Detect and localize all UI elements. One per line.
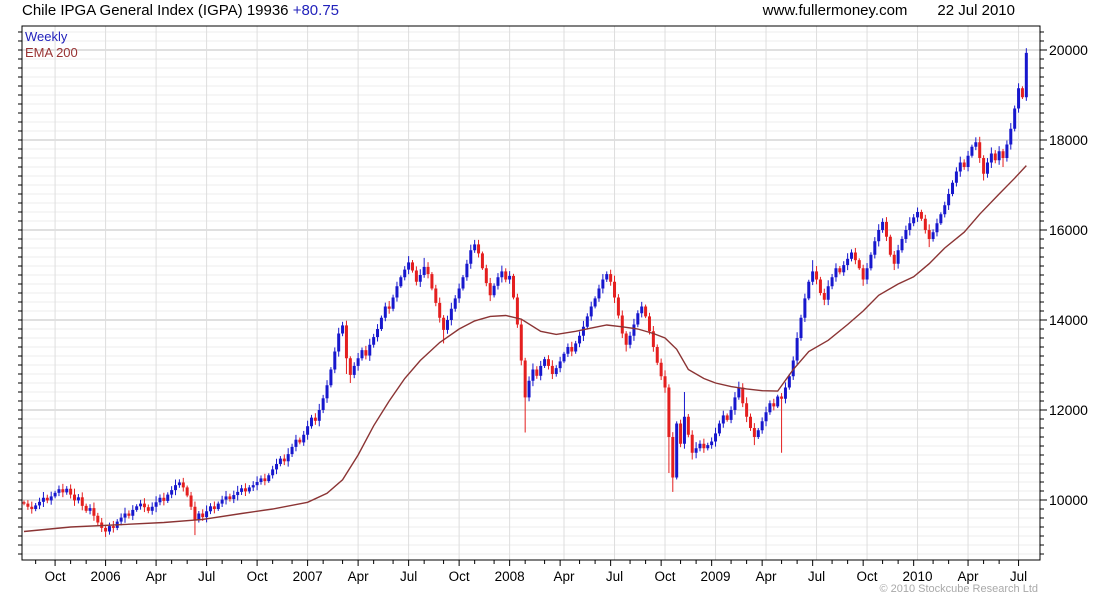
- site-url: www.fullermoney.com: [762, 2, 908, 19]
- legend-weekly: Weekly: [25, 29, 68, 44]
- legend-ema-200: EMA 200: [25, 45, 78, 60]
- y-axis-label: 12000: [1049, 402, 1088, 418]
- chart-date: 22 Jul 2010: [937, 2, 1015, 19]
- x-axis-label: 2009: [701, 569, 731, 584]
- x-axis-label: Jul: [606, 569, 623, 584]
- ema-line: [23, 165, 1027, 533]
- x-axis-label: Apr: [756, 569, 778, 584]
- x-axis-label: Oct: [45, 569, 66, 584]
- x-axis-label: 2010: [903, 569, 933, 584]
- x-axis-label: Apr: [554, 569, 576, 584]
- x-axis-label: Jul: [198, 569, 215, 584]
- x-axis-label: Oct: [655, 569, 676, 584]
- page-title: Chile IPGA General Index (IGPA) 19936 +8…: [22, 2, 339, 19]
- y-axis-label: 10000: [1049, 492, 1088, 508]
- chart-legend: Weekly EMA 200: [25, 29, 78, 61]
- y-axis: 10000 12000 14000 16000 18000 20000: [18, 31, 1088, 555]
- x-axis-label: Jul: [1010, 569, 1027, 584]
- x-axis-label: Oct: [247, 569, 268, 584]
- grid-minor-horizontal: [22, 31, 1040, 555]
- copyright-notice: © 2010 Stockcube Research Ltd: [879, 583, 1038, 595]
- y-axis-label: 16000: [1049, 222, 1088, 238]
- y-axis-label: 14000: [1049, 312, 1088, 328]
- x-axis-label: Apr: [958, 569, 980, 584]
- y-axis-label: 20000: [1049, 42, 1088, 58]
- x-axis-label: 2006: [91, 569, 121, 584]
- x-axis-label: Jul: [808, 569, 825, 584]
- x-axis-label: Apr: [348, 569, 370, 584]
- x-axis-label: 2007: [293, 569, 323, 584]
- title-change-value: +80.75: [292, 2, 339, 19]
- candlestick-series: [22, 48, 1028, 537]
- title-text: Chile IPGA General Index (IGPA) 19936: [22, 2, 293, 19]
- y-axis-label: 18000: [1049, 132, 1088, 148]
- header-right: www.fullermoney.com 22 Jul 2010: [763, 2, 1015, 19]
- x-axis-label: Oct: [857, 569, 878, 584]
- x-axis-label: Apr: [146, 569, 168, 584]
- grid-vertical-quarters: [54, 26, 1020, 560]
- x-axis-label: 2008: [495, 569, 525, 584]
- x-axis-label: Jul: [400, 569, 417, 584]
- x-axis-label: Oct: [449, 569, 470, 584]
- x-axis: Oct 2006 Apr Jul Oct 2007 Apr Jul Oct 2008 Apr Jul O…: [35, 560, 1027, 584]
